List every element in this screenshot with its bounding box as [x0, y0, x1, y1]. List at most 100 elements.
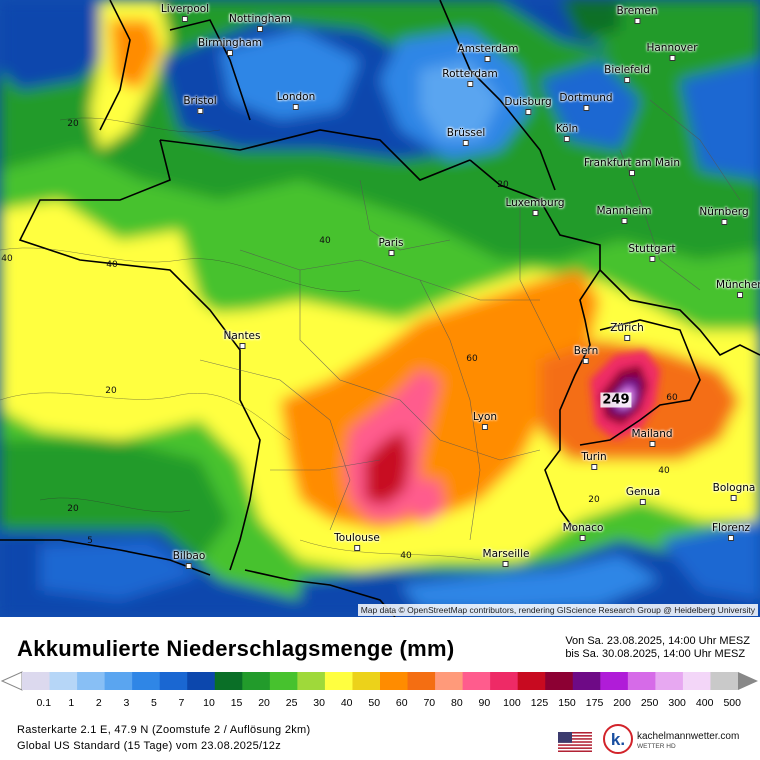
scale-tick-label: 0.1: [36, 697, 52, 709]
legend-panel: Akkumulierte Niederschlagsmenge (mm) Von…: [0, 617, 760, 760]
city-marker: [525, 109, 531, 115]
contour-value: 40: [658, 466, 670, 476]
model-info[interactable]: Global US Standard (15 Tage) vom 23.08.2…: [17, 740, 282, 752]
color-scale-labels: 0.1 1 2 3 5 7 10 15 20 25 30 40 50 60 70 80 90 100 125 150 1…: [0, 697, 760, 711]
city-marker: [563, 136, 570, 142]
contour-value: 40: [400, 551, 412, 561]
peak-value-label: 249: [600, 392, 632, 408]
contour-value: 20: [497, 180, 509, 190]
scale-tick-label: 400: [695, 697, 714, 709]
city-label: Paris: [379, 238, 404, 256]
scale-swatch: [77, 672, 106, 690]
scale-tick-label: 500: [723, 697, 741, 709]
scale-tick-label: 20: [258, 697, 270, 709]
city-label: Amsterdam: [458, 44, 518, 62]
city-marker: [293, 104, 299, 110]
city-marker: [728, 535, 734, 541]
us-flag-icon[interactable]: [558, 732, 592, 752]
city-marker: [721, 219, 727, 225]
city-marker: [649, 256, 655, 262]
city-label: Bologna: [713, 483, 755, 501]
city-label: Mannheim: [596, 206, 652, 224]
city-label: Luxemburg: [505, 198, 565, 216]
period-to: bis Sa. 30.08.2025, 14:00 Uhr MESZ: [565, 648, 746, 660]
scale-swatch: [655, 672, 684, 690]
city-label: Liverpool: [161, 4, 209, 22]
city-label: Bielefeld: [604, 65, 650, 83]
scale-swatch: [627, 672, 656, 690]
city-marker: [226, 50, 233, 56]
scale-tick-label: 30: [313, 697, 325, 709]
city-marker: [730, 495, 737, 501]
city-marker: [502, 561, 509, 567]
scale-tick-label: 60: [395, 697, 408, 709]
city-marker: [640, 499, 646, 505]
city-label: Florenz: [712, 523, 750, 541]
city-marker: [186, 563, 192, 569]
city-label: Nantes: [224, 331, 261, 349]
scale-arrow-left: [0, 671, 23, 691]
city-marker: [388, 250, 394, 256]
city-marker: [181, 16, 188, 22]
city-marker: [583, 105, 589, 111]
city-label: Rotterdam: [442, 69, 498, 87]
city-label: Toulouse: [334, 533, 380, 551]
kachelmann-logo-icon: k.: [603, 724, 633, 754]
city-label: Monaco: [563, 523, 603, 541]
city-label: Stuttgart: [628, 244, 676, 262]
contour-value: 40: [319, 236, 331, 246]
scale-swatch: [242, 672, 271, 690]
city-label: Turin: [581, 452, 607, 470]
scale-tick-label: 40: [340, 697, 353, 709]
city-marker: [620, 218, 627, 224]
city-marker: [628, 170, 635, 176]
city-label: Mailand: [631, 429, 673, 447]
contour-value: 5: [87, 536, 93, 546]
scale-tick-label: 250: [640, 697, 659, 709]
city-label: Nottingham: [229, 14, 291, 32]
city-marker: [463, 140, 469, 146]
city-label: Duisburg: [504, 97, 552, 115]
scale-tick-label: 125: [530, 697, 549, 709]
scale-swatch: [710, 672, 739, 690]
city-marker: [669, 55, 675, 61]
period-from: Von Sa. 23.08.2025, 14:00 Uhr MESZ: [565, 635, 750, 647]
scale-arrow-right: [738, 672, 758, 690]
brand-logo[interactable]: k. kachelmannwetter.com WETTER HD: [603, 724, 753, 756]
contour-value: 60: [666, 393, 678, 403]
scale-tick-label: 150: [558, 697, 576, 709]
scale-tick-label: 80: [451, 697, 463, 709]
scale-swatch: [297, 672, 326, 690]
city-label: London: [277, 92, 315, 110]
scale-swatch: [462, 672, 491, 690]
map-attribution[interactable]: Map data © OpenStreetMap contributors, r…: [357, 604, 758, 616]
scale-tick-label: 25: [285, 697, 298, 709]
city-label: Marseille: [483, 549, 529, 567]
scale-tick-label: 90: [478, 697, 491, 709]
scale-tick-label: 10: [203, 697, 215, 709]
scale-tick-label: 15: [230, 697, 243, 709]
city-marker: [580, 535, 586, 541]
scale-swatch: [187, 672, 216, 690]
city-label: München: [716, 280, 760, 298]
time-period: Von Sa. 23.08.2025, 14:00 Uhr MESZ bis S…: [565, 635, 750, 661]
scale-swatch: [572, 672, 601, 690]
city-label: Genua: [626, 487, 660, 505]
city-label: Birmingham: [198, 38, 262, 56]
city-marker: [623, 335, 630, 341]
brand-name: kachelmannwetter.com: [637, 731, 740, 742]
contour-value: 60: [466, 354, 478, 364]
scale-swatch: [435, 672, 464, 690]
scale-tick-label: 5: [151, 697, 157, 709]
scale-swatch: [104, 672, 133, 690]
scale-tick-label: 100: [503, 697, 521, 709]
precipitation-map[interactable]: Liverpool Nottingham Birmingham Bristol Lond…: [0, 0, 760, 617]
scale-swatch: [517, 672, 546, 690]
scale-swatch: [600, 672, 629, 690]
city-marker: [239, 343, 245, 349]
scale-tick-label: 200: [613, 697, 631, 709]
city-marker: [623, 77, 630, 83]
scale-swatch: [407, 672, 436, 690]
scale-swatch: [269, 672, 298, 690]
city-marker: [256, 26, 263, 32]
